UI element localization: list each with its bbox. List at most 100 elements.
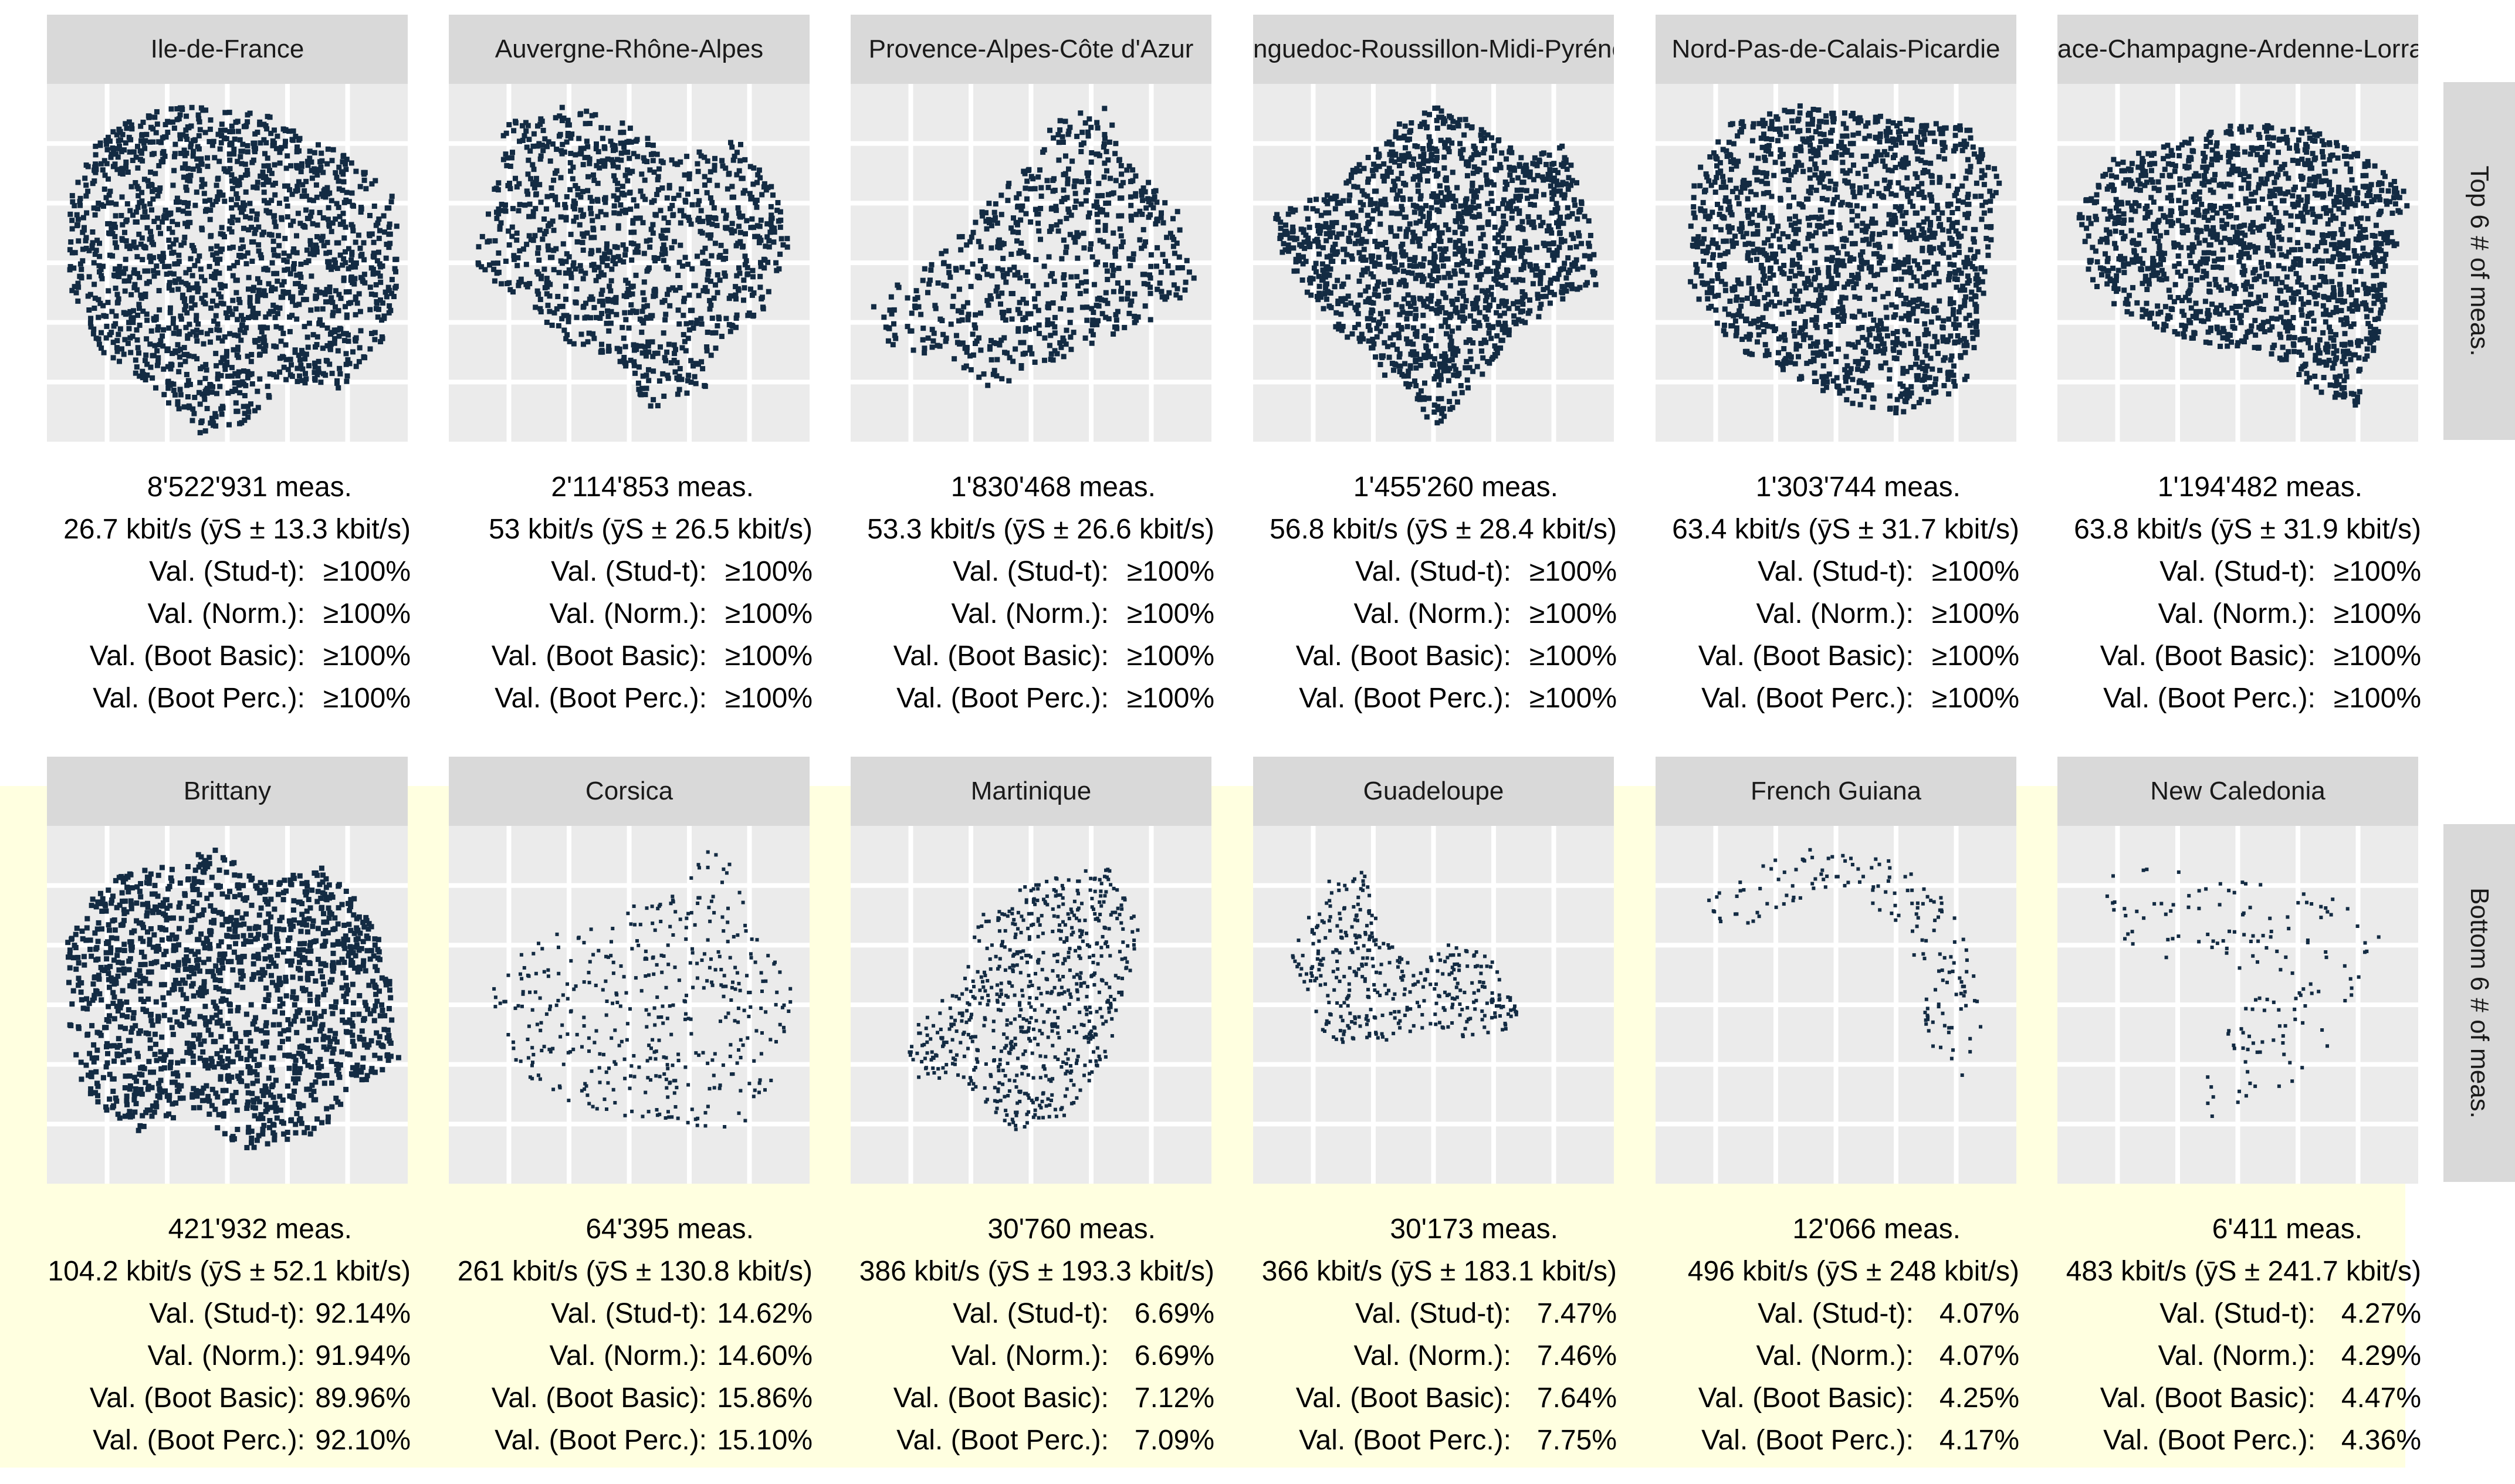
measurement-point [298,262,303,267]
measurement-point [227,266,232,271]
measurement-point [1382,372,1387,378]
measurement-point [1037,323,1042,328]
measurement-point [121,147,127,153]
measurement-point [946,270,952,275]
measurement-point [1063,118,1068,124]
measurement-point [999,290,1004,296]
measurement-point [249,239,255,245]
measurement-point [195,258,201,263]
measurement-point [317,210,323,215]
measurement-point [621,130,626,135]
measurement-point [1061,188,1067,193]
measurement-point [1566,175,1572,180]
measurement-point [102,187,107,192]
measurement-point [185,166,191,171]
measurement-point [1130,257,1136,262]
measurement-point [285,259,290,265]
measurement-point [1046,185,1051,190]
measurement-point [1017,275,1023,280]
measurement-point [1115,280,1121,286]
measurement-point [1458,204,1463,209]
measurement-point [1496,260,1501,266]
measurement-point [178,387,183,392]
measurement-point [590,218,595,223]
measurement-point [1366,296,1372,301]
measurement-point [1362,247,1367,252]
measurement-point [678,208,683,214]
measurement-point [971,230,976,235]
measurement-point [1081,245,1086,250]
measurement-point [579,331,584,337]
measurement-point [989,338,994,343]
measurement-point [1431,252,1437,257]
measurement-point [1512,320,1517,325]
measurement-point [272,219,277,225]
measurement-point [648,313,654,319]
measurement-point [245,143,250,148]
measurement-point [1549,290,1554,295]
measurement-point [1413,359,1419,364]
measurement-point [171,241,176,246]
measurement-count: 1'455'260 meas. [1353,466,1558,509]
measurement-point [87,248,92,253]
measurement-point [1086,116,1092,121]
measurement-point [354,364,359,369]
measurement-point [691,326,696,331]
measurement-point [1366,155,1371,160]
measurement-point [1417,173,1422,178]
measurement-point [1067,307,1072,313]
measurement-point [1465,173,1470,178]
measurement-point [1435,126,1440,131]
measurement-point [232,137,238,142]
measurement-point [553,171,558,176]
measurement-point [1338,311,1343,317]
measurement-point [96,315,101,320]
measurement-point [1488,269,1493,274]
measurement-point [666,220,671,225]
measurement-point [1580,265,1586,270]
measurement-point [989,273,994,279]
measurement-point [1447,366,1452,371]
measurement-point [526,137,532,142]
measurement-point [1429,223,1434,229]
measurement-point [194,356,199,361]
measurement-point [662,355,668,360]
measurement-point [148,234,154,239]
measurement-point [916,304,922,310]
measurement-point [659,185,665,191]
measurement-point [954,267,959,273]
measurement-point [672,343,677,348]
measurement-point [1472,215,1477,220]
measurement-point [1551,192,1556,197]
measurement-point [148,170,153,175]
measurement-point [375,314,381,320]
measurement-point [294,233,299,239]
measurement-point [1372,263,1377,269]
measurement-point [180,132,185,137]
measurement-point [353,240,358,245]
measurement-point [1449,299,1454,304]
measurement-point [155,193,161,198]
measurement-point [155,363,160,368]
measurement-count: 2'114'853 meas. [551,466,754,509]
measurement-point [759,264,764,269]
measurement-point [949,321,954,327]
measurement-point [1094,120,1099,126]
measurement-point [1733,319,1738,324]
measurement-point [526,214,532,219]
measurement-point [269,198,274,203]
measurement-point [362,178,367,183]
measurement-point [1434,225,1440,231]
measurement-point [595,214,600,219]
measurement-point [652,287,658,292]
measurement-point [976,375,981,380]
validation-value: ≥100% [323,635,411,677]
measurement-point [1084,304,1089,310]
measurement-point [957,341,962,347]
measurement-point [141,244,147,249]
measurement-point [997,343,1002,348]
measurement-point [306,345,311,350]
measurement-point [1095,212,1100,217]
measurement-point [510,150,515,155]
measurement-point [1038,185,1044,191]
